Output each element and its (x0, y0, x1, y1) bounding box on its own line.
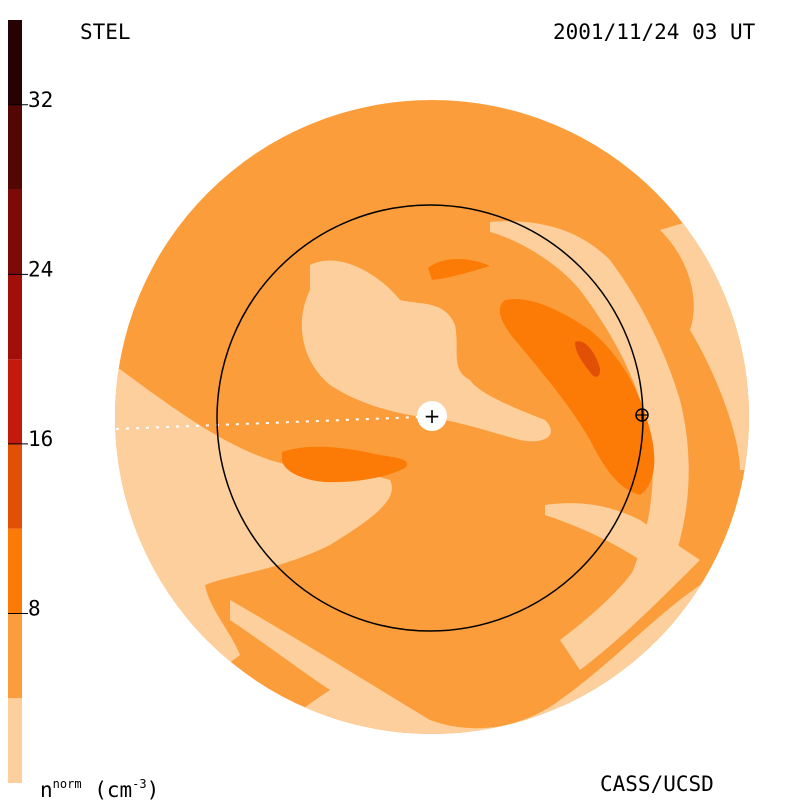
colorbar-band-0 (8, 698, 22, 783)
unit-close: ) (146, 778, 160, 802)
colorbar-tick-label: 24 (28, 257, 53, 281)
colorbar-band-3 (8, 443, 22, 529)
colorbar: 32 24 16 8 (8, 20, 53, 783)
colorbar-band-6 (8, 189, 22, 275)
source-label: STEL (80, 20, 131, 44)
low-density-region-northeast-band (490, 221, 689, 604)
colorbar-unit-label: nnorm (cm-3) (40, 772, 159, 802)
enhanced-density-region-north (428, 259, 490, 280)
quantity-superscript: norm (52, 777, 82, 791)
credit-label: CASS/UCSD (600, 772, 714, 796)
colorbar-tick-label: 16 (28, 427, 53, 451)
timestamp-label: 2001/11/24 03 UT (553, 20, 756, 44)
sun-occulter (417, 401, 447, 431)
unit-open: (cm (94, 778, 133, 802)
sun-marker-icon: + (424, 404, 441, 428)
colorbar-tick-label: 8 (28, 596, 41, 620)
line-of-sight-dotted (115, 416, 421, 430)
colorbar-tick-label: 32 (28, 88, 53, 112)
low-density-region-center-plume (301, 260, 551, 442)
enhanced-density-region-west (282, 446, 408, 483)
quantity-symbol: n (40, 778, 53, 802)
colorbar-band-5 (8, 274, 22, 360)
unit-superscript: -3 (132, 777, 147, 791)
colorbar-band-2 (8, 528, 22, 614)
colorbar-band-4 (8, 359, 22, 444)
enhanced-density-core-east (575, 341, 601, 377)
colorbar-band-7 (8, 104, 22, 190)
enhanced-density-region-east (499, 299, 655, 495)
colorbar-band-8 (8, 20, 22, 105)
colorbar-band-1 (8, 613, 22, 699)
earth-orbit-circle (216, 204, 644, 632)
low-density-region-southeast-band (545, 503, 700, 670)
